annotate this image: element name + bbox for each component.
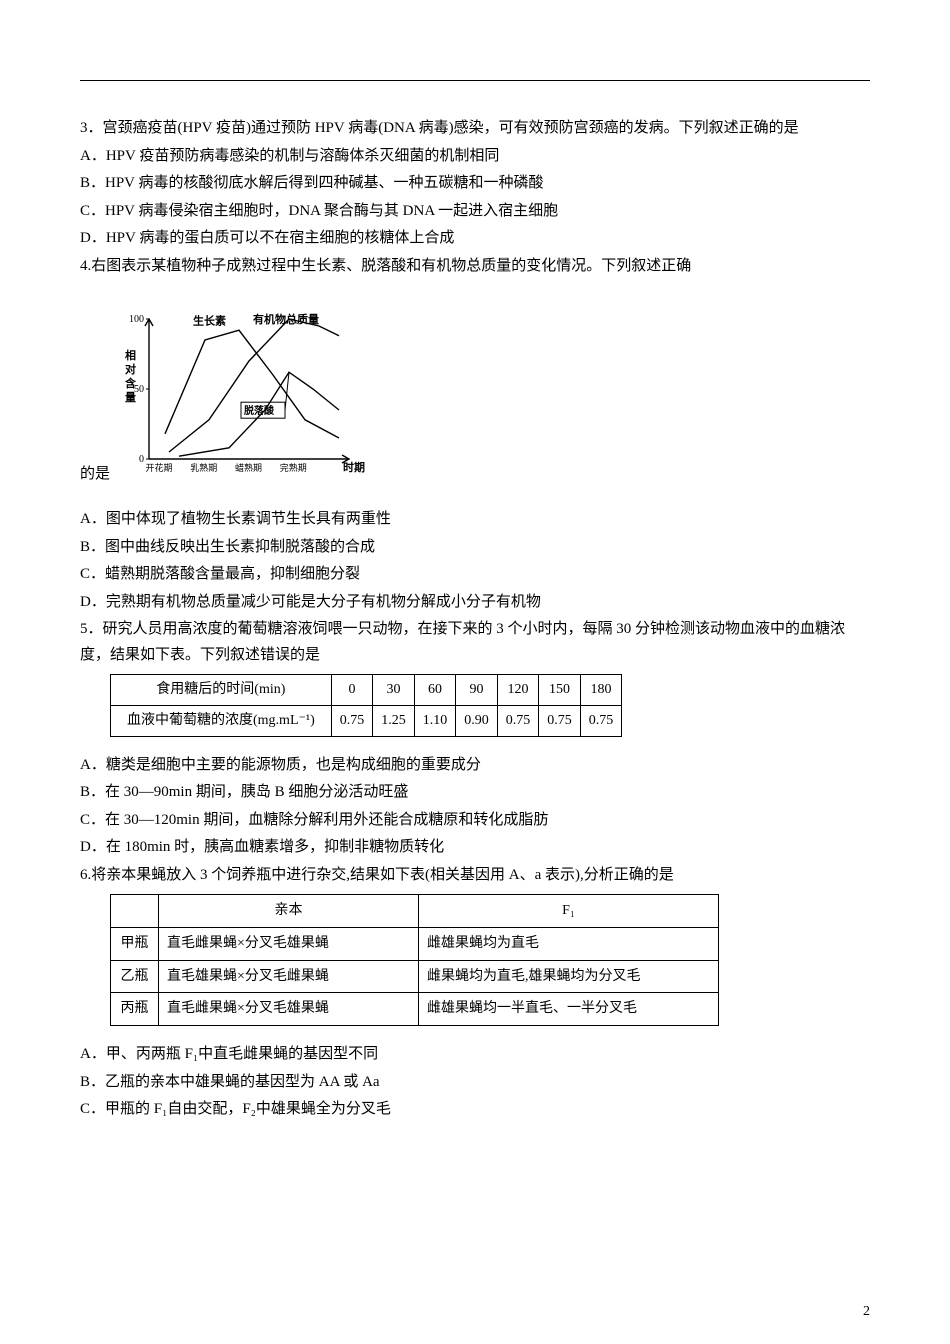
- q5-option-b: B．在 30—90min 期间，胰岛 B 细胞分泌活动旺盛: [80, 780, 870, 806]
- svg-text:对: 对: [125, 362, 136, 376]
- q5-row2-head: 血液中葡萄糖的浓度(mg.mL⁻¹): [111, 705, 332, 736]
- q4-option-d: D．完熟期有机物总质量减少可能是大分子有机物分解成小分子有机物: [80, 590, 870, 616]
- svg-text:开花期: 开花期: [146, 462, 173, 473]
- svg-text:乳熟期: 乳熟期: [190, 462, 217, 473]
- table-cell: 90: [456, 675, 498, 706]
- table-cell: 乙瓶: [111, 960, 159, 993]
- q6-stem: 6.将亲本果蝇放入 3 个饲养瓶中进行杂交,结果如下表(相关基因用 A、a 表示…: [80, 863, 870, 889]
- table-cell: 30: [373, 675, 415, 706]
- q6-th-parent: 亲本: [159, 895, 419, 928]
- svg-text:时期: 时期: [343, 460, 365, 474]
- table-cell: 0.90: [456, 705, 498, 736]
- table-cell: 0: [331, 675, 373, 706]
- q6-table: 亲本 F₁ 甲瓶 直毛雌果蝇×分叉毛雄果蝇 雌雄果蝇均为直毛 乙瓶 直毛雄果蝇×…: [110, 894, 719, 1026]
- q4-stem-suffix: 的是: [80, 462, 110, 488]
- table-cell: 直毛雄果蝇×分叉毛雌果蝇: [159, 960, 419, 993]
- q3-stem: 3．宫颈癌疫苗(HPV 疫苗)通过预防 HPV 病毒(DNA 病毒)感染，可有效…: [80, 116, 870, 142]
- svg-text:脱落酸: 脱落酸: [244, 404, 275, 417]
- q5-option-d: D．在 180min 时，胰高血糖素增多，抑制非糖物质转化: [80, 835, 870, 861]
- svg-text:生长素: 生长素: [193, 314, 226, 328]
- svg-text:完熟期: 完熟期: [280, 462, 307, 473]
- svg-text:蜡熟期: 蜡熟期: [235, 462, 262, 473]
- table-cell: 雌雄果蝇均一半直毛、一半分叉毛: [419, 993, 719, 1026]
- page-number: 2: [863, 1300, 870, 1324]
- table-cell: 1.25: [373, 705, 415, 736]
- q5-table: 食用糖后的时间(min) 0 30 60 90 120 150 180 血液中葡…: [110, 674, 622, 737]
- table-cell: 甲瓶: [111, 927, 159, 960]
- svg-text:有机物总质量: 有机物总质量: [253, 312, 319, 326]
- table-cell: 1.10: [414, 705, 456, 736]
- q3-option-c: C．HPV 病毒侵染宿主细胞时，DNA 聚合酶与其 DNA 一起进入宿主细胞: [80, 199, 870, 225]
- table-cell: 0.75: [497, 705, 539, 736]
- q4-option-b: B．图中曲线反映出生长素抑制脱落酸的合成: [80, 535, 870, 561]
- svg-text:100: 100: [129, 314, 144, 325]
- q5-option-a: A．糖类是细胞中主要的能源物质，也是构成细胞的重要成分: [80, 753, 870, 779]
- q4-option-c: C．蜡熟期脱落酸含量最高，抑制细胞分裂: [80, 562, 870, 588]
- q3-option-d: D．HPV 病毒的蛋白质可以不在宿主细胞的核糖体上合成: [80, 226, 870, 252]
- table-cell: 0.75: [331, 705, 373, 736]
- svg-text:含: 含: [124, 376, 137, 390]
- table-cell: 直毛雌果蝇×分叉毛雄果蝇: [159, 927, 419, 960]
- table-cell: 120: [497, 675, 539, 706]
- svg-text:量: 量: [125, 391, 136, 404]
- q6-option-c: C．甲瓶的 F₁自由交配，F₂中雄果蝇全为分叉毛: [80, 1097, 870, 1123]
- table-cell: 0.75: [580, 705, 622, 736]
- table-cell: 丙瓶: [111, 993, 159, 1026]
- q6-option-a: A．甲、丙两瓶 F₁中直毛雌果蝇的基因型不同: [80, 1042, 870, 1068]
- table-cell: 雌果蝇均为直毛,雄果蝇均为分叉毛: [419, 960, 719, 993]
- q4-option-a: A．图中体现了植物生长素调节生长具有两重性: [80, 507, 870, 533]
- q6-th-f1: F₁: [419, 895, 719, 928]
- table-cell: 60: [414, 675, 456, 706]
- q5-row1-head: 食用糖后的时间(min): [111, 675, 332, 706]
- svg-text:0: 0: [139, 454, 144, 465]
- table-cell: 直毛雌果蝇×分叉毛雄果蝇: [159, 993, 419, 1026]
- table-cell: 0.75: [539, 705, 581, 736]
- q6-option-b: B．乙瓶的亲本中雄果蝇的基因型为 AA 或 Aa: [80, 1070, 870, 1096]
- q4-chart: 050100相对含量开花期乳熟期蜡熟期完熟期时期生长素有机物总质量脱落酸: [114, 309, 374, 489]
- svg-text:相: 相: [125, 348, 136, 362]
- q5-option-c: C．在 30—120min 期间，血糖除分解利用外还能合成糖原和转化成脂肪: [80, 808, 870, 834]
- q6-th-blank: [111, 895, 159, 928]
- q4-stem: 4.右图表示某植物种子成熟过程中生长素、脱落酸和有机物总质量的变化情况。下列叙述…: [80, 254, 870, 280]
- q5-stem: 5．研究人员用高浓度的葡萄糖溶液饲喂一只动物，在接下来的 3 个小时内，每隔 3…: [80, 617, 870, 668]
- table-cell: 雌雄果蝇均为直毛: [419, 927, 719, 960]
- q3-option-b: B．HPV 病毒的核酸彻底水解后得到四种碱基、一种五碳糖和一种磷酸: [80, 171, 870, 197]
- table-cell: 150: [539, 675, 581, 706]
- table-cell: 180: [580, 675, 622, 706]
- q3-option-a: A．HPV 疫苗预防病毒感染的机制与溶酶体杀灭细菌的机制相同: [80, 144, 870, 170]
- header-rule: [80, 80, 870, 81]
